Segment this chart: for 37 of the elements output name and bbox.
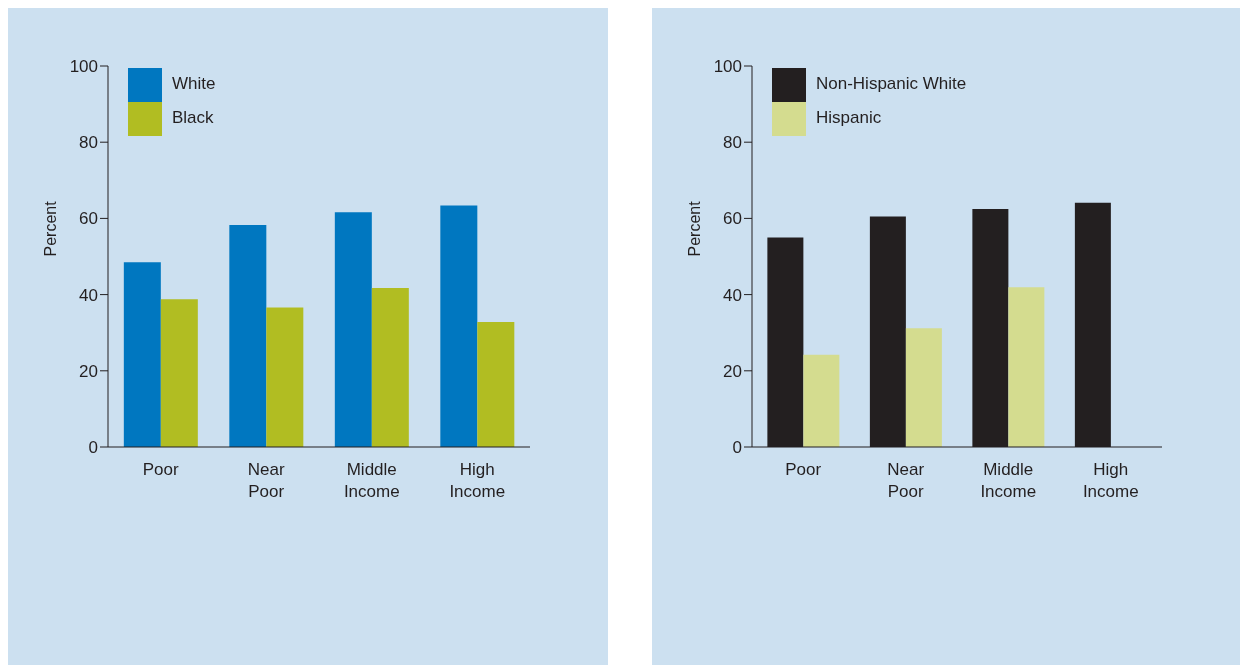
legend-label: Black	[172, 108, 214, 128]
y-tick-label: 40	[79, 285, 98, 305]
x-tick-label: Poor	[785, 460, 822, 479]
legend-label: White	[172, 74, 216, 94]
bar	[905, 328, 942, 447]
y-tick-label: 80	[723, 133, 742, 153]
x-tick-label: Middle Income	[980, 460, 1037, 501]
y-axis-title: Percent	[41, 200, 59, 257]
y-tick-label: 100	[69, 57, 98, 77]
bar	[123, 262, 161, 447]
y-tick-label: 80	[79, 133, 98, 153]
y-tick-label: 0	[88, 438, 98, 458]
y-tick-label: 60	[723, 209, 742, 229]
bar	[477, 322, 515, 447]
bar	[440, 205, 478, 447]
bar	[160, 299, 198, 447]
bar	[334, 212, 372, 447]
bar	[266, 307, 304, 447]
x-tick-label: High Income	[1082, 460, 1139, 501]
x-tick-label: High Income	[449, 460, 506, 501]
legend-label: Hispanic	[816, 108, 882, 128]
y-tick-label: 20	[723, 361, 742, 381]
bar	[371, 288, 409, 447]
x-tick-label: Near Poor	[247, 460, 286, 501]
x-tick-label: Poor	[142, 460, 180, 479]
bar	[229, 224, 267, 447]
y-tick-label: 0	[732, 438, 742, 458]
y-tick-label: 20	[79, 361, 98, 381]
y-tick-label: 60	[79, 209, 98, 229]
x-tick-label: Middle Income	[343, 460, 400, 501]
x-tick-label: Near Poor	[887, 460, 925, 501]
y-tick-label: 40	[723, 285, 742, 305]
y-tick-label: 100	[713, 57, 742, 77]
legend-label: Non-Hispanic White	[816, 74, 967, 94]
bar	[1008, 287, 1045, 447]
y-axis-title: Percent	[685, 200, 703, 257]
bar	[803, 354, 840, 447]
